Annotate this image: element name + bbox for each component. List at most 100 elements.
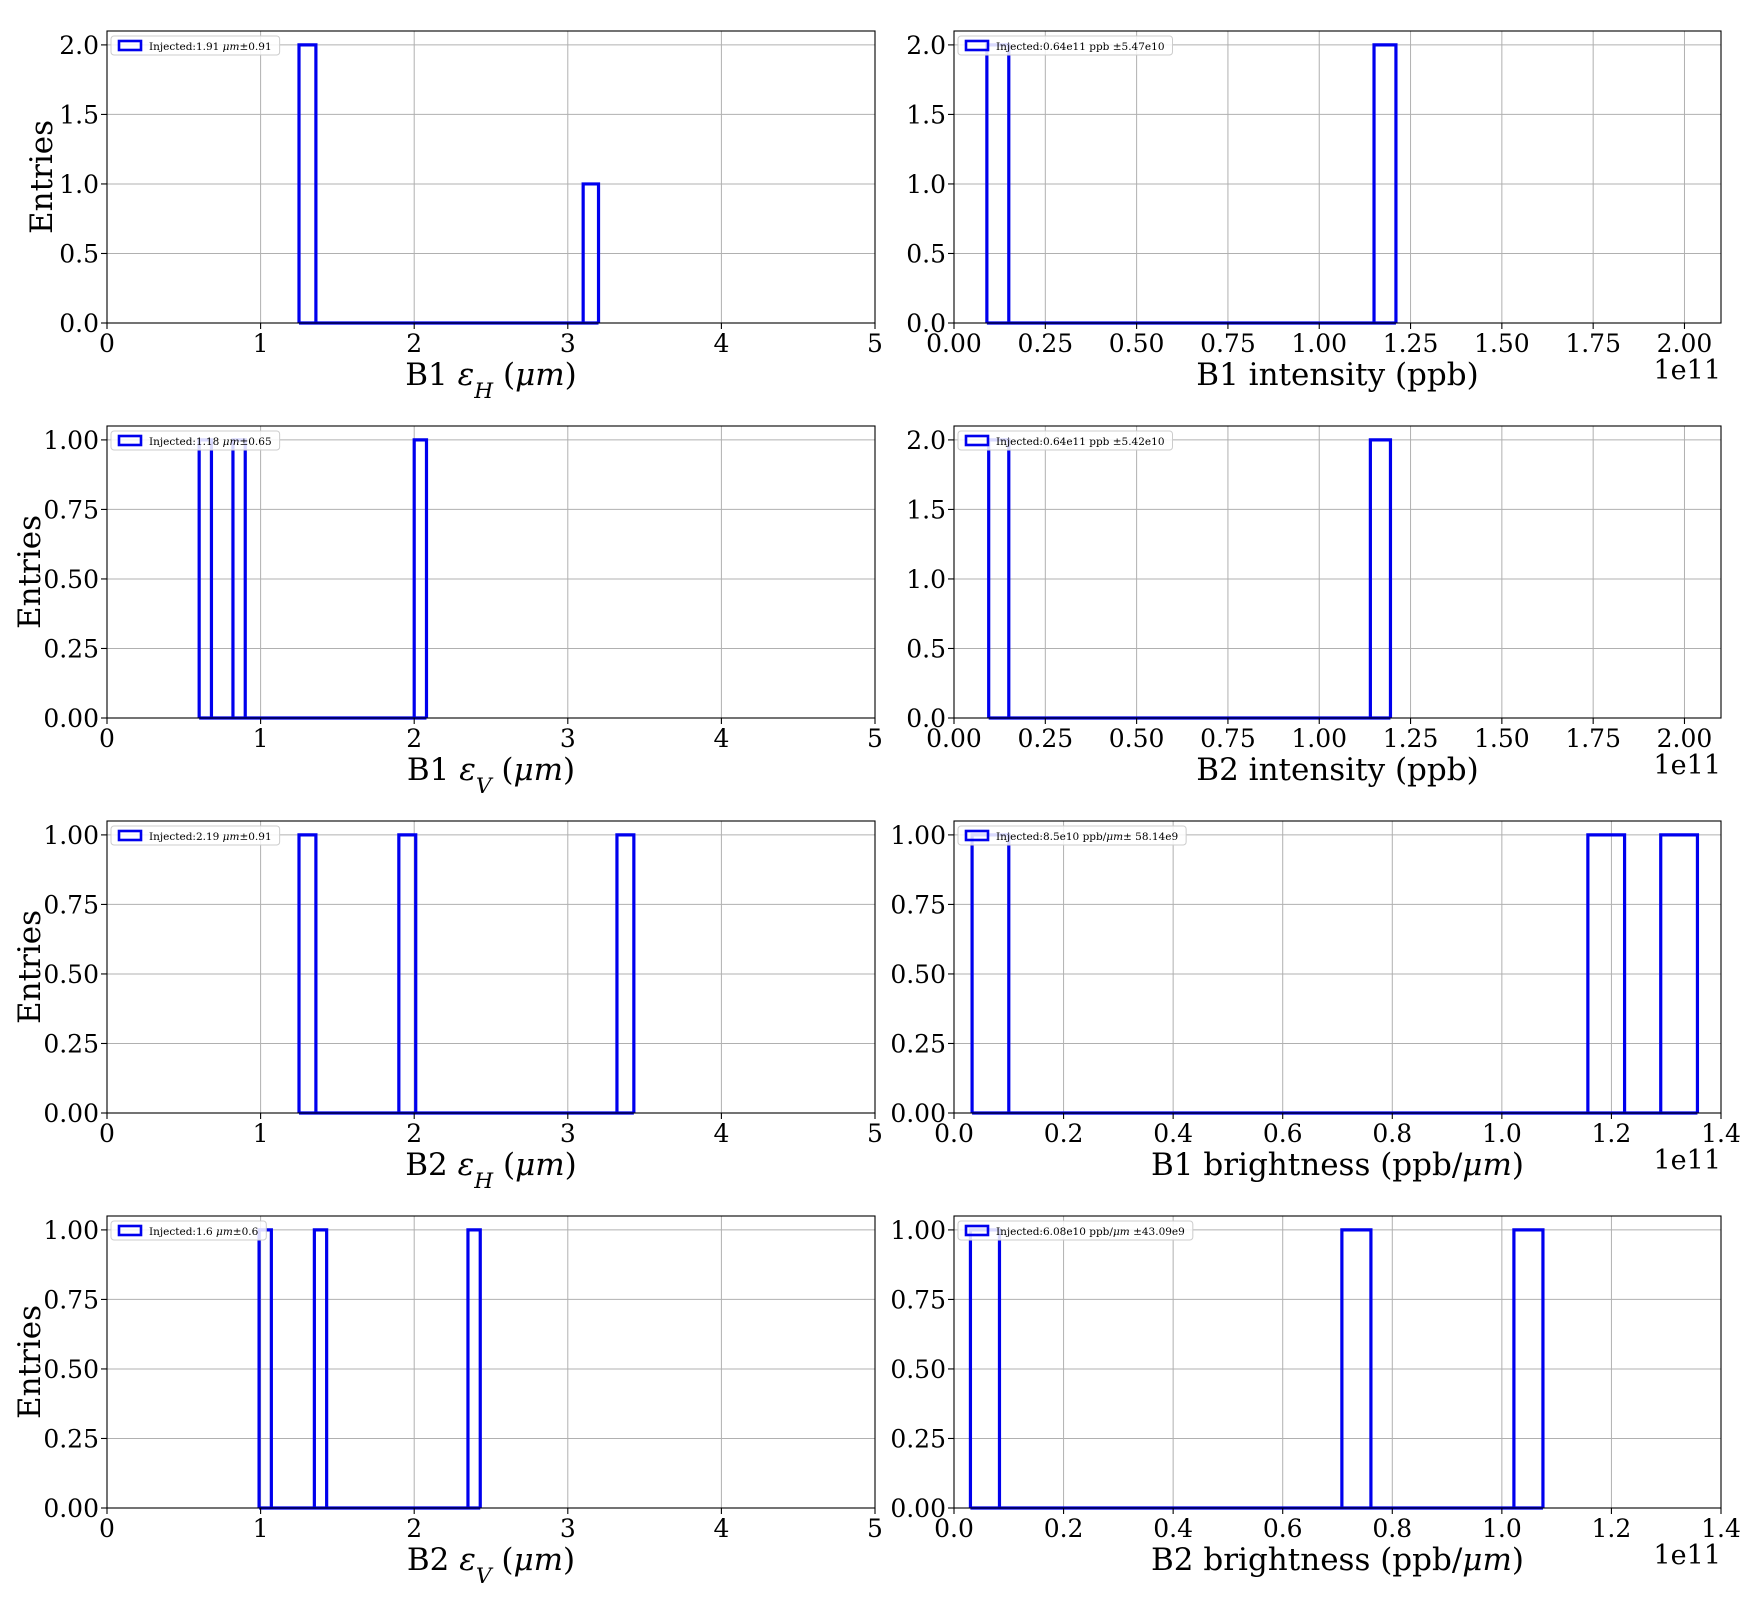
legend-frame [110, 35, 281, 56]
y-tick-label: 1.00 [43, 1216, 99, 1245]
histogram-bar [615, 833, 636, 1113]
y-tick-label: 1.00 [890, 821, 946, 850]
y-tick-label: 0.50 [43, 960, 99, 989]
histogram-bar [412, 438, 429, 718]
legend-label: Injected:1.6 μm±0.6 [149, 1226, 259, 1238]
y-tick-label: 0.50 [43, 1355, 99, 1384]
y-tick-label: 0.50 [890, 1355, 946, 1384]
histogram-panel-8: 0.0 0.2 0.4 0.6 0.8 1.0 1.2 1.4 0.00 0.25 0.50 0.75… [890, 1215, 1741, 1578]
x-tick-label: 2 [406, 329, 422, 358]
axes-frame [106, 820, 876, 1114]
x-tick-label: 0.25 [1017, 724, 1073, 753]
x-tick-label: 5 [867, 724, 883, 753]
legend-label: Injected:1.91 μm±0.91 [149, 41, 272, 53]
x-axis-label: B1 intensity (ppb) [1196, 357, 1478, 393]
legend-swatch [117, 1224, 143, 1237]
y-tick-label: 0.25 [43, 1424, 99, 1453]
x-tick-label: 0.8 [1372, 1119, 1412, 1148]
histogram-bar [466, 1228, 482, 1508]
x-tick-label: 2 [406, 1119, 422, 1148]
y-tick-label: 0.75 [43, 495, 99, 524]
y-tick-label: 0.75 [43, 890, 99, 919]
y-tick-label: 1.0 [906, 170, 946, 199]
x-tick-label: 1.50 [1474, 329, 1530, 358]
x-tick-label: 3 [560, 724, 576, 753]
x-tick-label: 1 [253, 1514, 269, 1543]
x-tick-label: 1.00 [1291, 724, 1347, 753]
legend-frame [957, 1220, 1194, 1241]
histogram-bar [297, 833, 318, 1113]
legend: Injected:6.08e10 ppb/μm ±43.09e9 [957, 1220, 1194, 1241]
legend-swatch [964, 434, 990, 447]
x-tick-label: 0.00 [926, 329, 982, 358]
x-tick-label: 4 [713, 724, 729, 753]
x-tick-label: 0.6 [1263, 1514, 1303, 1543]
legend-frame [110, 825, 281, 846]
histogram-panel-7: 0 1 2 3 4 5 0.00 0.25 0.50 0.75 1.00 B2 εV (μm) Entr… [12, 1215, 883, 1589]
legend: Injected:0.64e11 ppb ±5.42e10 [957, 430, 1173, 451]
histogram-bar [297, 43, 318, 323]
axes-frame [106, 1215, 876, 1509]
y-tick-label: 0.00 [890, 1099, 946, 1128]
legend-label: Injected:0.64e11 ppb ±5.47e10 [996, 41, 1165, 53]
histogram-panel-1: 0 1 2 3 4 5 0.0 0.5 1.0 1.5 2.0 B1 εH (μm) Entries In… [24, 30, 883, 404]
y-tick-label: 0.00 [43, 704, 99, 733]
x-tick-label: 0.00 [926, 724, 982, 753]
y-tick-label: 0.50 [890, 960, 946, 989]
y-tick-label: 2.0 [906, 31, 946, 60]
x-axis-label: B1 brightness (ppb/μm) [1151, 1147, 1524, 1183]
x-tick-label: 1.25 [1383, 724, 1439, 753]
histogram-bar [581, 182, 601, 323]
y-tick-label: 0.75 [43, 1285, 99, 1314]
axes-frame [953, 425, 1722, 719]
axis-offset-text: 1e11 [1653, 1540, 1721, 1571]
legend-frame [110, 430, 281, 451]
y-tick-label: 0.00 [43, 1099, 99, 1128]
x-tick-label: 0.50 [1109, 329, 1165, 358]
histogram-bar [1368, 438, 1393, 718]
x-tick-label: 2 [406, 1514, 422, 1543]
x-tick-label: 1.4 [1701, 1119, 1741, 1148]
legend-frame [957, 430, 1173, 451]
legend: Injected:8.5e10 ppb/μm± 58.14e9 [957, 825, 1187, 846]
legend-frame [957, 825, 1187, 846]
x-tick-label: 5 [867, 1514, 883, 1543]
axes-frame [953, 820, 1722, 1114]
x-tick-label: 0 [99, 1119, 115, 1148]
y-tick-label: 2.0 [906, 426, 946, 455]
histogram-bar [1659, 833, 1700, 1113]
x-tick-label: 0.4 [1153, 1514, 1193, 1543]
y-axis-label: Entries [12, 910, 48, 1024]
legend-swatch [117, 434, 143, 447]
y-tick-label: 0.75 [890, 890, 946, 919]
histogram-bar [1586, 833, 1627, 1113]
histogram-bar [1372, 43, 1398, 323]
x-tick-label: 0.0 [934, 1514, 974, 1543]
x-tick-label: 2.00 [1657, 329, 1713, 358]
legend: Injected:1.6 μm±0.6 [110, 1220, 267, 1241]
y-tick-label: 0.25 [43, 634, 99, 663]
axes-frame [953, 1215, 1722, 1509]
axis-offset-text: 1e11 [1653, 1145, 1721, 1176]
y-tick-label: 1.00 [43, 426, 99, 455]
x-tick-label: 0.8 [1372, 1514, 1412, 1543]
y-tick-label: 1.5 [906, 100, 946, 129]
x-tick-label: 4 [713, 329, 729, 358]
x-tick-label: 1.00 [1291, 329, 1347, 358]
x-tick-label: 4 [713, 1119, 729, 1148]
x-tick-label: 0 [99, 724, 115, 753]
legend-swatch [964, 829, 990, 842]
x-tick-label: 2 [406, 724, 422, 753]
y-tick-label: 2.0 [59, 31, 99, 60]
y-tick-label: 1.0 [906, 565, 946, 594]
histogram-bar [397, 833, 418, 1113]
y-tick-label: 1.00 [890, 1216, 946, 1245]
x-tick-label: 0.75 [1200, 329, 1256, 358]
y-axis-label: Entries [12, 515, 48, 629]
x-tick-label: 1 [253, 1119, 269, 1148]
legend-swatch [117, 829, 143, 842]
x-tick-label: 4 [713, 1514, 729, 1543]
histogram-panel-3: 0 1 2 3 4 5 0.00 0.25 0.50 0.75 1.00 B1 εV (μm) Entr… [12, 425, 883, 799]
histogram-panel-2: 0.00 0.25 0.50 0.75 1.00 1.25 1.50 1.75 2.00 0.0 0… [906, 30, 1722, 393]
x-tick-label: 1.25 [1383, 329, 1439, 358]
